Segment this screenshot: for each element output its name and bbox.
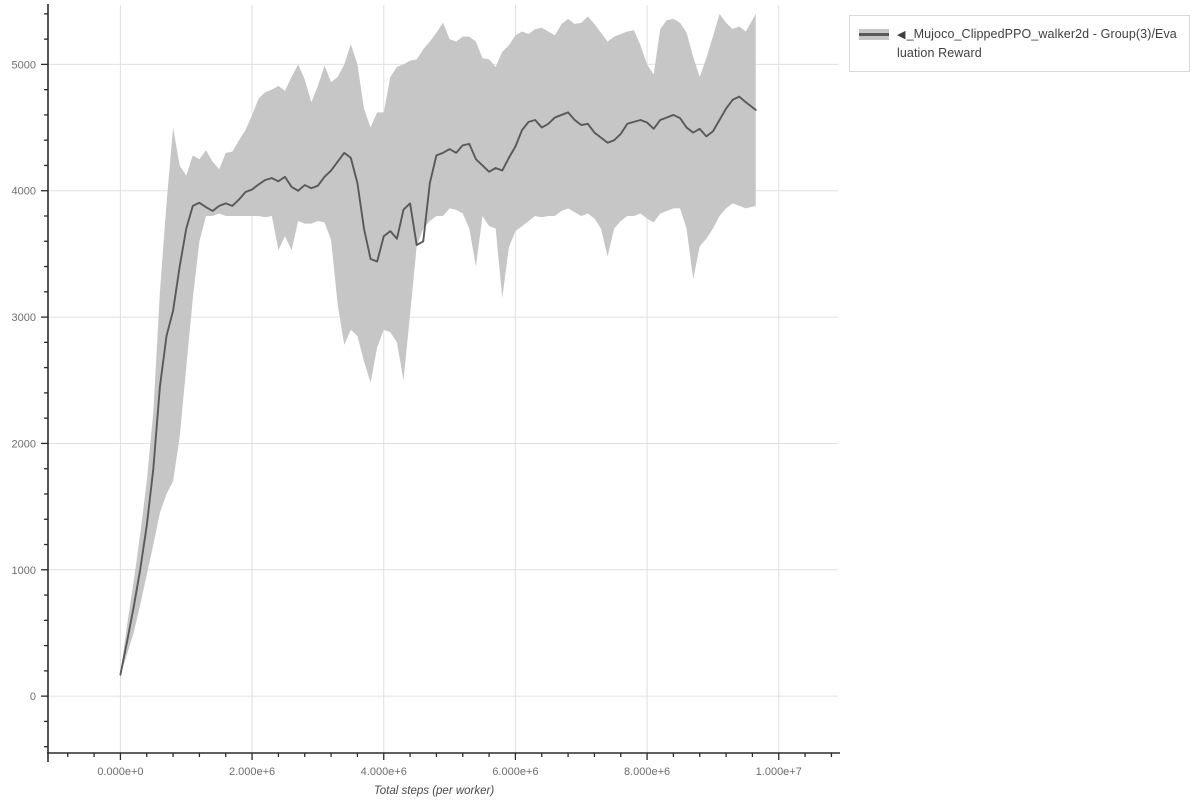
y-tick-label: 4000 — [12, 186, 36, 198]
x-tick-label: 4.000e+6 — [361, 766, 407, 778]
y-tick-label: 3000 — [12, 312, 36, 324]
confidence-band — [120, 13, 756, 676]
axis-lines — [47, 4, 840, 762]
y-tick-label: 1000 — [12, 565, 36, 577]
axis-ticks — [41, 13, 833, 760]
mean-line — [119, 95, 757, 676]
y-tick-label: 5000 — [12, 59, 36, 71]
left-triangle-icon: ◀ — [897, 29, 906, 41]
chart-legend[interactable]: ◀_Mujoco_ClippedPPO_walker2d - Group(3)/… — [849, 15, 1190, 72]
legend-swatch-icon — [859, 27, 889, 42]
x-tick-label: 2.000e+6 — [229, 766, 275, 778]
x-tick-label: 1.000e+7 — [756, 766, 802, 778]
x-tick-label: 0.000e+0 — [97, 766, 143, 778]
y-tick-label: 0 — [30, 691, 36, 703]
legend-series-name: _Mujoco_ClippedPPO_walker2d - Group(3)/E… — [897, 27, 1177, 60]
x-axis-title: Total steps (per worker) — [374, 785, 495, 797]
legend-entry-label[interactable]: ◀_Mujoco_ClippedPPO_walker2d - Group(3)/… — [897, 25, 1179, 62]
legend-line-swatch — [859, 33, 889, 36]
x-tick-label: 6.000e+6 — [492, 766, 538, 778]
y-tick-label: 2000 — [12, 438, 36, 450]
axis-tick-labels: 0.000e+0 2.000e+6 4.000e+6 6.000e+6 8.000e+6… — [12, 59, 802, 778]
x-tick-label: 8.000e+6 — [624, 766, 670, 778]
